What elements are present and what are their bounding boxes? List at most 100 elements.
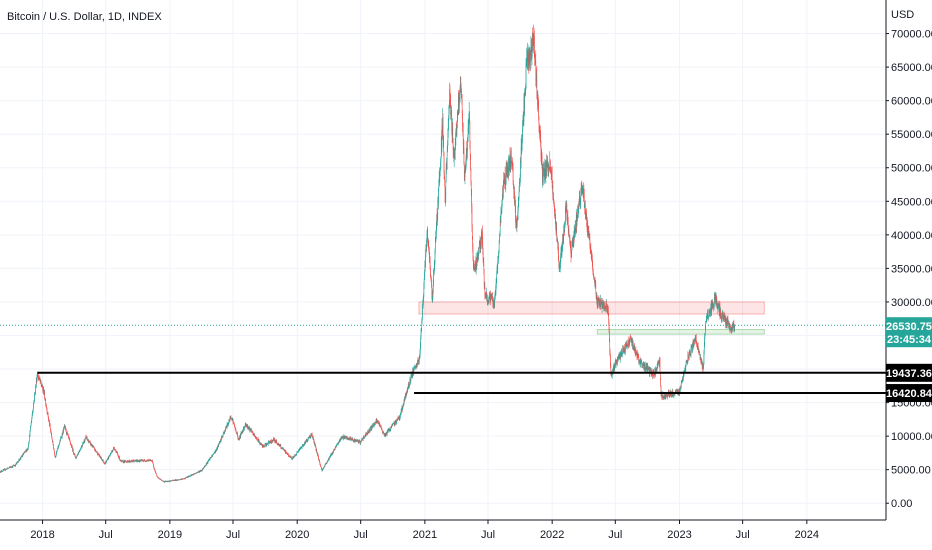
candle-body bbox=[503, 183, 504, 195]
candle-body bbox=[413, 368, 415, 370]
candle-body bbox=[302, 445, 303, 447]
candles bbox=[0, 24, 735, 483]
candle-body bbox=[621, 354, 623, 355]
price-tick-label: 45000.00 bbox=[891, 196, 932, 208]
candle-body bbox=[319, 464, 321, 466]
candle-body bbox=[717, 304, 718, 309]
candle-body bbox=[390, 429, 391, 431]
candle-body bbox=[500, 211, 502, 213]
candle-body bbox=[343, 436, 345, 439]
candle-body bbox=[613, 366, 615, 367]
candle-body bbox=[494, 294, 496, 299]
candle-body bbox=[439, 173, 441, 176]
candle-body bbox=[392, 423, 394, 425]
candle-body bbox=[457, 110, 458, 113]
candle-body bbox=[452, 126, 453, 136]
candle-body bbox=[468, 111, 470, 115]
candle-body bbox=[658, 360, 660, 364]
candle-body bbox=[317, 452, 318, 456]
candle-body bbox=[160, 479, 162, 480]
candle-body bbox=[329, 457, 330, 458]
price-zone[interactable] bbox=[596, 329, 765, 335]
candle-body bbox=[23, 453, 25, 455]
candle-body bbox=[433, 265, 435, 270]
candle-body bbox=[622, 348, 624, 350]
candle-body bbox=[320, 466, 322, 469]
candle-body bbox=[509, 159, 510, 169]
candle-body bbox=[40, 382, 42, 385]
candle-body bbox=[540, 134, 541, 138]
candle-body bbox=[403, 404, 404, 406]
candle-body bbox=[463, 162, 465, 174]
candle-body bbox=[670, 394, 671, 395]
candle-body bbox=[270, 441, 271, 443]
candle-body bbox=[188, 475, 190, 477]
candle-body bbox=[2, 470, 4, 472]
candle-body bbox=[664, 394, 666, 398]
candle-body bbox=[107, 459, 109, 460]
candle-body bbox=[664, 394, 665, 397]
candle-body bbox=[218, 445, 219, 447]
candle-body bbox=[37, 374, 38, 378]
candle-body bbox=[566, 204, 568, 218]
time-axis-background[interactable] bbox=[0, 520, 932, 550]
time-tick-label: 2020 bbox=[285, 529, 309, 541]
candle-body bbox=[427, 242, 429, 244]
candle-body bbox=[134, 460, 135, 462]
candle-body bbox=[283, 448, 284, 450]
candle-body bbox=[453, 154, 455, 163]
price-axis-background[interactable] bbox=[886, 0, 932, 550]
candle-body bbox=[148, 460, 150, 462]
candle-body bbox=[579, 198, 581, 202]
candle-body bbox=[341, 436, 343, 439]
candle-body bbox=[15, 463, 17, 465]
candle-body bbox=[51, 433, 52, 437]
candle-body bbox=[133, 461, 135, 462]
candle-body bbox=[5, 468, 7, 470]
price-axis-ticks: 0.005000.0010000.0015000.0020000.0025000… bbox=[886, 29, 932, 510]
candle-body bbox=[209, 459, 210, 460]
candle-body bbox=[710, 304, 712, 312]
candle-body bbox=[415, 366, 416, 368]
candle-body bbox=[275, 440, 277, 442]
candle-body bbox=[318, 459, 320, 461]
candle-body bbox=[356, 439, 358, 441]
price-zone[interactable] bbox=[418, 301, 765, 315]
candle-body bbox=[635, 352, 637, 354]
candle-body bbox=[171, 480, 173, 482]
candle-body bbox=[41, 386, 43, 388]
candle-body bbox=[731, 328, 733, 330]
candle-body bbox=[242, 430, 243, 432]
candle-body bbox=[232, 418, 233, 420]
candle-body bbox=[77, 454, 78, 457]
candle-body bbox=[570, 250, 572, 257]
candle-body bbox=[633, 348, 634, 350]
candle-body bbox=[707, 313, 709, 318]
candle-body bbox=[491, 296, 493, 297]
candle-body bbox=[548, 168, 549, 175]
support-levels[interactable] bbox=[37, 371, 886, 395]
candle-body bbox=[318, 459, 320, 461]
candle-body bbox=[395, 420, 396, 422]
candle-body bbox=[550, 170, 552, 175]
candle-body bbox=[705, 320, 707, 324]
candle-body bbox=[487, 300, 488, 302]
candle-body bbox=[235, 428, 237, 432]
candle-body bbox=[121, 460, 123, 462]
candle-body bbox=[8, 467, 10, 469]
candle-body bbox=[294, 454, 296, 456]
candle-body bbox=[25, 449, 27, 451]
candle-body bbox=[140, 460, 141, 462]
candle-body bbox=[623, 348, 624, 351]
candle-body bbox=[585, 212, 586, 215]
candle-body bbox=[129, 460, 131, 462]
candle-body bbox=[322, 470, 323, 471]
candle-body bbox=[467, 137, 469, 140]
candle-body bbox=[12, 466, 13, 467]
candle-body bbox=[551, 174, 552, 179]
candle-body bbox=[483, 260, 484, 264]
candle-body bbox=[243, 427, 244, 431]
candle-body bbox=[176, 479, 177, 481]
candle-body bbox=[14, 465, 15, 467]
